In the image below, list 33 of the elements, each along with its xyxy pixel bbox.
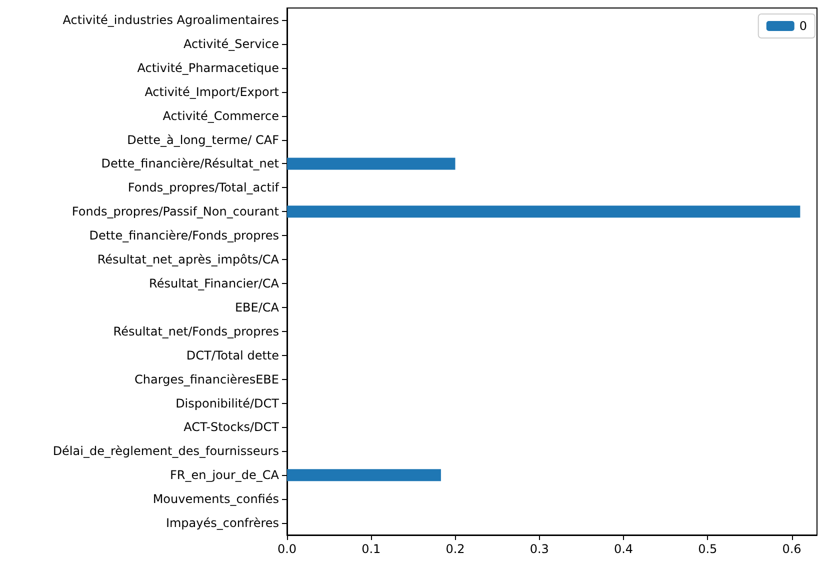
y-tick-label: Résultat_net/Fonds_propres xyxy=(113,324,279,338)
y-tick-label: Activité_Commerce xyxy=(162,108,279,123)
y-tick-label: Activité_Service xyxy=(183,36,279,51)
y-tick-label: Fonds_propres/Total_actif xyxy=(128,180,280,195)
bar xyxy=(287,158,456,170)
y-tick-label: Mouvements_confiés xyxy=(152,492,279,506)
y-tick-label: ACT-Stocks/DCT xyxy=(184,420,280,434)
y-tick-label: Résultat_net_après_impôts/CA xyxy=(97,252,280,267)
y-tick-label: Dette_à_long_terme/ CAF xyxy=(127,132,280,147)
y-tick-label: DCT/Total dette xyxy=(186,348,279,362)
x-tick-label: 0.4 xyxy=(614,542,634,556)
x-tick-label: 0.6 xyxy=(782,542,802,556)
x-tick-label: 0.3 xyxy=(530,542,549,556)
y-tick-label: Dette_financière/Fonds_propres xyxy=(89,228,279,243)
y-tick-label: Activité_Pharmacetique xyxy=(137,60,279,75)
legend-label: 0 xyxy=(799,19,808,33)
y-tick-label: Activité_Import/Export xyxy=(144,84,280,99)
y-tick-label: Charges_financièresEBE xyxy=(134,372,279,386)
y-tick-label: Impayés_confrères xyxy=(166,516,279,530)
bar xyxy=(287,206,800,218)
y-tick-label: EBE/CA xyxy=(234,300,280,314)
y-tick-label: Résultat_Financier/CA xyxy=(149,276,280,290)
y-tick-label: Dette_financière/Résultat_net xyxy=(101,156,280,171)
x-tick-label: 0.5 xyxy=(698,542,718,556)
y-tick-label: Disponibilité/DCT xyxy=(176,396,280,410)
y-tick-label: FR_en_jour_de_CA xyxy=(170,468,280,482)
x-tick-label: 0.1 xyxy=(362,542,381,556)
y-tick-label: Activité_industries Agroalimentaires xyxy=(62,12,279,27)
bar xyxy=(287,469,441,482)
y-tick-label: Fonds_propres/Passif_Non_courant xyxy=(72,204,280,219)
x-tick-label: 0.2 xyxy=(446,542,465,556)
x-tick-label: 0.0 xyxy=(277,542,297,556)
y-tick-label: Délai_de_règlement_des_fournisseurs xyxy=(52,444,279,458)
